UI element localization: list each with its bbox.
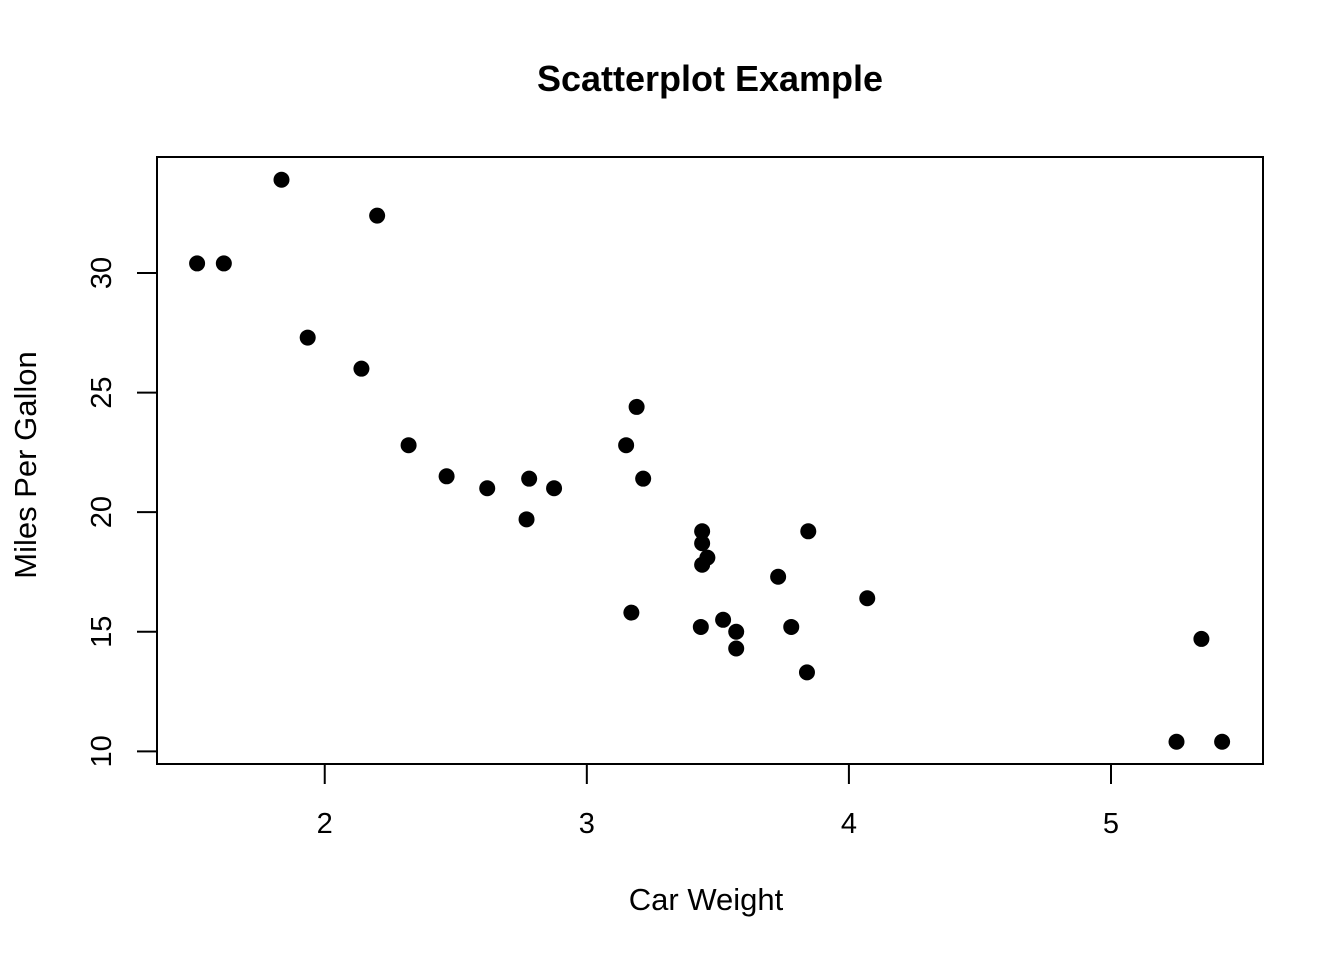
y-tick-label: 25 xyxy=(86,376,118,408)
data-point xyxy=(189,255,206,272)
x-tick-label: 3 xyxy=(579,808,595,840)
data-point xyxy=(479,480,496,497)
data-point xyxy=(798,664,815,681)
data-point xyxy=(783,618,800,635)
y-tick-label: 20 xyxy=(86,496,118,528)
y-axis-label: Miles Per Gallon xyxy=(8,351,43,578)
chart-title: Scatterplot Example xyxy=(537,58,883,99)
data-point xyxy=(618,437,635,454)
y-tick-label: 15 xyxy=(86,616,118,648)
data-point xyxy=(546,480,563,497)
data-point xyxy=(694,523,711,540)
data-point xyxy=(628,398,645,415)
data-point xyxy=(1214,733,1231,750)
data-point xyxy=(521,470,538,487)
data-point xyxy=(800,523,817,540)
x-tick-label: 4 xyxy=(841,808,857,840)
data-point xyxy=(715,611,732,628)
data-point xyxy=(770,568,787,585)
data-point xyxy=(728,623,745,640)
x-axis-label: Car Weight xyxy=(629,882,784,917)
y-tick-label: 10 xyxy=(86,735,118,767)
y-axis: 10 15 20 25 30 xyxy=(86,257,158,767)
data-point xyxy=(299,329,316,346)
data-point xyxy=(518,511,535,528)
data-point xyxy=(623,604,640,621)
data-point xyxy=(692,618,709,635)
y-tick-label: 30 xyxy=(86,257,118,289)
data-point xyxy=(728,640,745,657)
data-point xyxy=(353,360,370,377)
data-point xyxy=(400,437,417,454)
x-axis: 2 3 4 5 xyxy=(317,763,1119,840)
data-point xyxy=(694,535,711,552)
data-point xyxy=(369,207,386,224)
x-tick-label: 2 xyxy=(317,808,333,840)
data-point xyxy=(635,470,652,487)
data-point xyxy=(694,556,711,573)
data-point xyxy=(215,255,232,272)
data-point xyxy=(273,171,290,188)
data-point xyxy=(438,468,455,485)
data-point xyxy=(1168,733,1185,750)
data-point xyxy=(1193,630,1210,647)
x-tick-label: 5 xyxy=(1103,808,1119,840)
plot-frame xyxy=(156,156,1264,765)
data-point xyxy=(859,590,876,607)
data-points xyxy=(189,171,1231,750)
